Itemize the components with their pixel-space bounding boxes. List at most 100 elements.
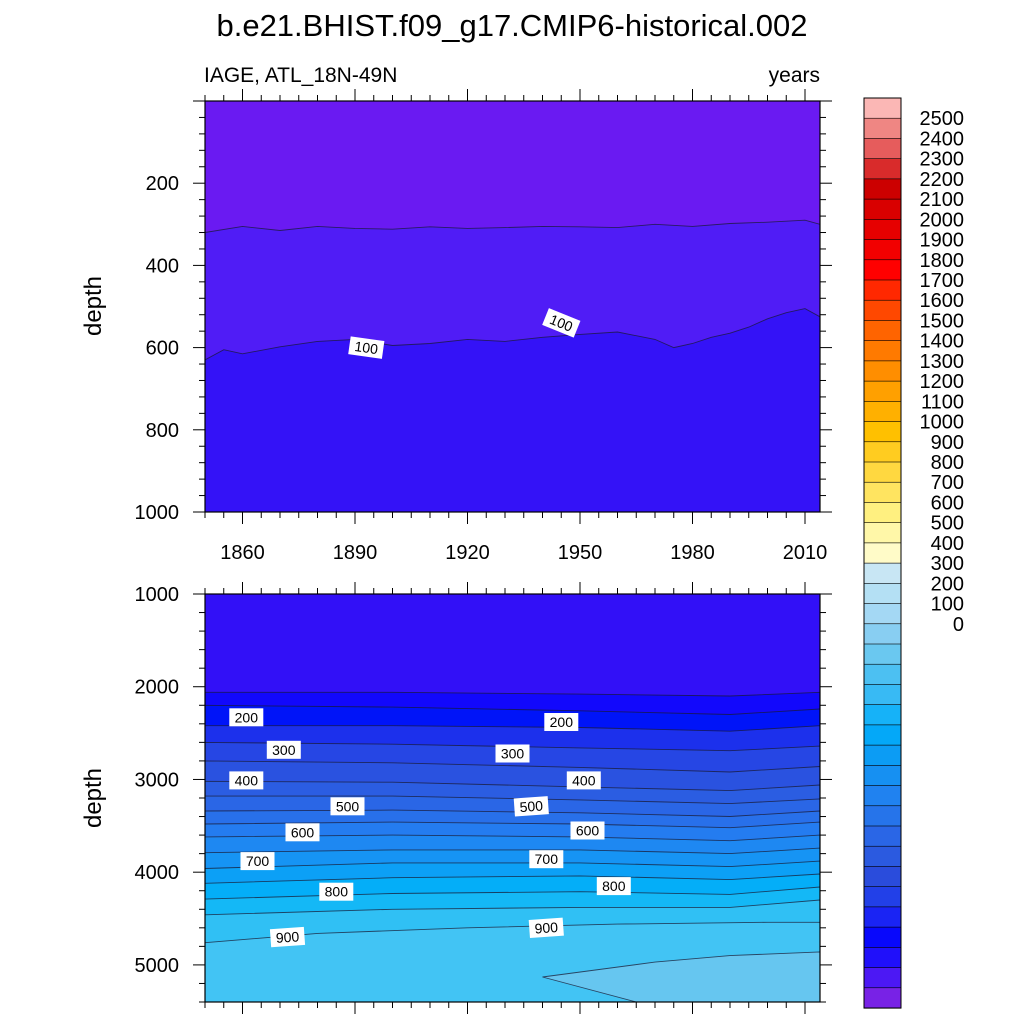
colorbar-swatch xyxy=(863,684,902,706)
colorbar-swatch xyxy=(863,542,902,564)
colorbar-swatch xyxy=(863,502,902,524)
lower-contour-label: 500 xyxy=(330,797,365,816)
colorbar-swatch xyxy=(863,481,902,504)
colorbar-swatch xyxy=(863,219,902,241)
contour-label-text: 200 xyxy=(235,709,259,725)
upper-plot-frame xyxy=(204,100,821,513)
contour-label-text: 400 xyxy=(572,772,596,788)
colorbar-label: 1700 xyxy=(920,270,965,292)
lower-contour-label: 900 xyxy=(269,926,306,948)
colorbar-label: 500 xyxy=(931,513,964,535)
colorbar-swatch xyxy=(863,117,902,140)
contour-label-text: 800 xyxy=(602,878,626,894)
lower-contour-label: 400 xyxy=(566,771,601,790)
lower-contour-label: 300 xyxy=(495,744,530,763)
lower-contour-label: 900 xyxy=(528,917,564,938)
colorbar-label: 1800 xyxy=(920,250,965,272)
colorbar-swatch xyxy=(863,360,902,382)
lower-y-tick-label: 4000 xyxy=(135,862,180,884)
upper-contour-label: 100 xyxy=(348,336,385,359)
colorbar-swatch xyxy=(863,401,902,423)
lower-contour-label: 600 xyxy=(570,821,605,840)
colorbar-label: 1100 xyxy=(921,391,964,413)
left-subtitle: IAGE, ATL_18N-49N xyxy=(204,64,397,87)
upper-y-tick-label: 600 xyxy=(146,338,179,360)
colorbar-swatch xyxy=(863,643,902,665)
upper-y-tick-label: 800 xyxy=(146,420,179,442)
upper-x-tick-label: 1920 xyxy=(445,542,490,564)
lower-y-tick-label: 5000 xyxy=(135,955,180,977)
colorbar-swatch xyxy=(863,785,902,807)
colorbar-swatch xyxy=(863,623,902,645)
colorbar-label: 1300 xyxy=(920,351,965,373)
contour-label-text: 900 xyxy=(275,928,300,946)
colorbar-label: 700 xyxy=(931,472,964,494)
upper-contour-band xyxy=(205,308,820,512)
colorbar-swatch xyxy=(863,825,902,847)
contour-label-text: 600 xyxy=(291,824,315,840)
contour-label-text: 400 xyxy=(235,772,259,788)
colorbar-label: 2300 xyxy=(920,149,965,171)
colorbar-swatch xyxy=(863,704,902,726)
upper-x-tick-label: 1890 xyxy=(333,542,378,564)
colorbar-label: 900 xyxy=(931,432,964,454)
lower-contour-label: 800 xyxy=(319,882,354,901)
colorbar-label: 1200 xyxy=(920,371,965,393)
lower-contour-label: 600 xyxy=(285,823,320,842)
colorbar-swatch xyxy=(863,178,902,200)
upper-y-tick-label: 400 xyxy=(146,255,179,277)
colorbar-swatch xyxy=(863,663,902,686)
colorbar-swatch xyxy=(863,522,902,544)
lower-contour-label: 500 xyxy=(513,796,549,817)
lower-contour-label: 200 xyxy=(544,713,579,731)
upper-x-tick-label: 1950 xyxy=(558,542,603,564)
colorbar-swatch xyxy=(863,926,902,948)
colorbar-swatch xyxy=(863,845,902,868)
colorbar-swatch xyxy=(863,906,902,928)
colorbar-swatch xyxy=(863,805,902,827)
colorbar-label: 2200 xyxy=(920,169,965,191)
colorbar-swatch xyxy=(863,340,902,362)
colorbar-label: 400 xyxy=(931,533,964,555)
colorbar-swatch xyxy=(863,947,902,969)
colorbar-label: 200 xyxy=(931,573,964,595)
lower-y-axis-label: depth xyxy=(80,768,107,828)
colorbar-label: 1600 xyxy=(920,290,965,312)
lower-y-tick-label: 1000 xyxy=(135,584,180,606)
upper-x-tick-label: 2010 xyxy=(783,542,828,564)
colorbar-swatch xyxy=(863,461,902,483)
lower-y-tick-label: 2000 xyxy=(135,677,180,699)
lower-contour-label: 700 xyxy=(529,850,564,869)
colorbar: 2500240023002200210020001900180017001600… xyxy=(863,97,965,1009)
colorbar-swatch xyxy=(863,744,902,766)
upper-y-axis-label: depth xyxy=(80,276,107,336)
colorbar-label: 600 xyxy=(931,492,964,514)
lower-y-tick-label: 3000 xyxy=(135,769,180,791)
colorbar-swatch xyxy=(863,987,902,1009)
contour-label-text: 700 xyxy=(246,853,270,869)
lower-contour-label: 800 xyxy=(596,877,631,896)
colorbar-label: 100 xyxy=(931,594,964,616)
upper-x-tick-label: 1980 xyxy=(670,542,715,564)
contour-label-text: 600 xyxy=(576,823,600,839)
colorbar-swatch xyxy=(863,320,902,342)
colorbar-swatch xyxy=(863,138,902,160)
lower-contour-label: 200 xyxy=(229,708,264,727)
right-subtitle: years xyxy=(769,64,820,87)
colorbar-swatch xyxy=(863,279,902,301)
colorbar-label: 1000 xyxy=(920,412,965,434)
colorbar-swatch xyxy=(863,603,902,625)
colorbar-swatch xyxy=(863,299,902,322)
colorbar-swatch xyxy=(863,259,902,281)
lower-contour-label: 300 xyxy=(266,740,301,759)
colorbar-swatch xyxy=(863,239,902,261)
contour-label-text: 900 xyxy=(534,919,559,937)
upper-y-tick-label: 1000 xyxy=(135,502,180,524)
upper-x-tick-label: 1860 xyxy=(220,542,265,564)
colorbar-swatch xyxy=(863,421,902,443)
upper-y-tick-label: 200 xyxy=(146,173,179,195)
colorbar-label: 1400 xyxy=(920,331,965,353)
colorbar-swatch xyxy=(863,765,902,787)
colorbar-swatch xyxy=(863,583,902,605)
colorbar-label: 800 xyxy=(931,452,964,474)
